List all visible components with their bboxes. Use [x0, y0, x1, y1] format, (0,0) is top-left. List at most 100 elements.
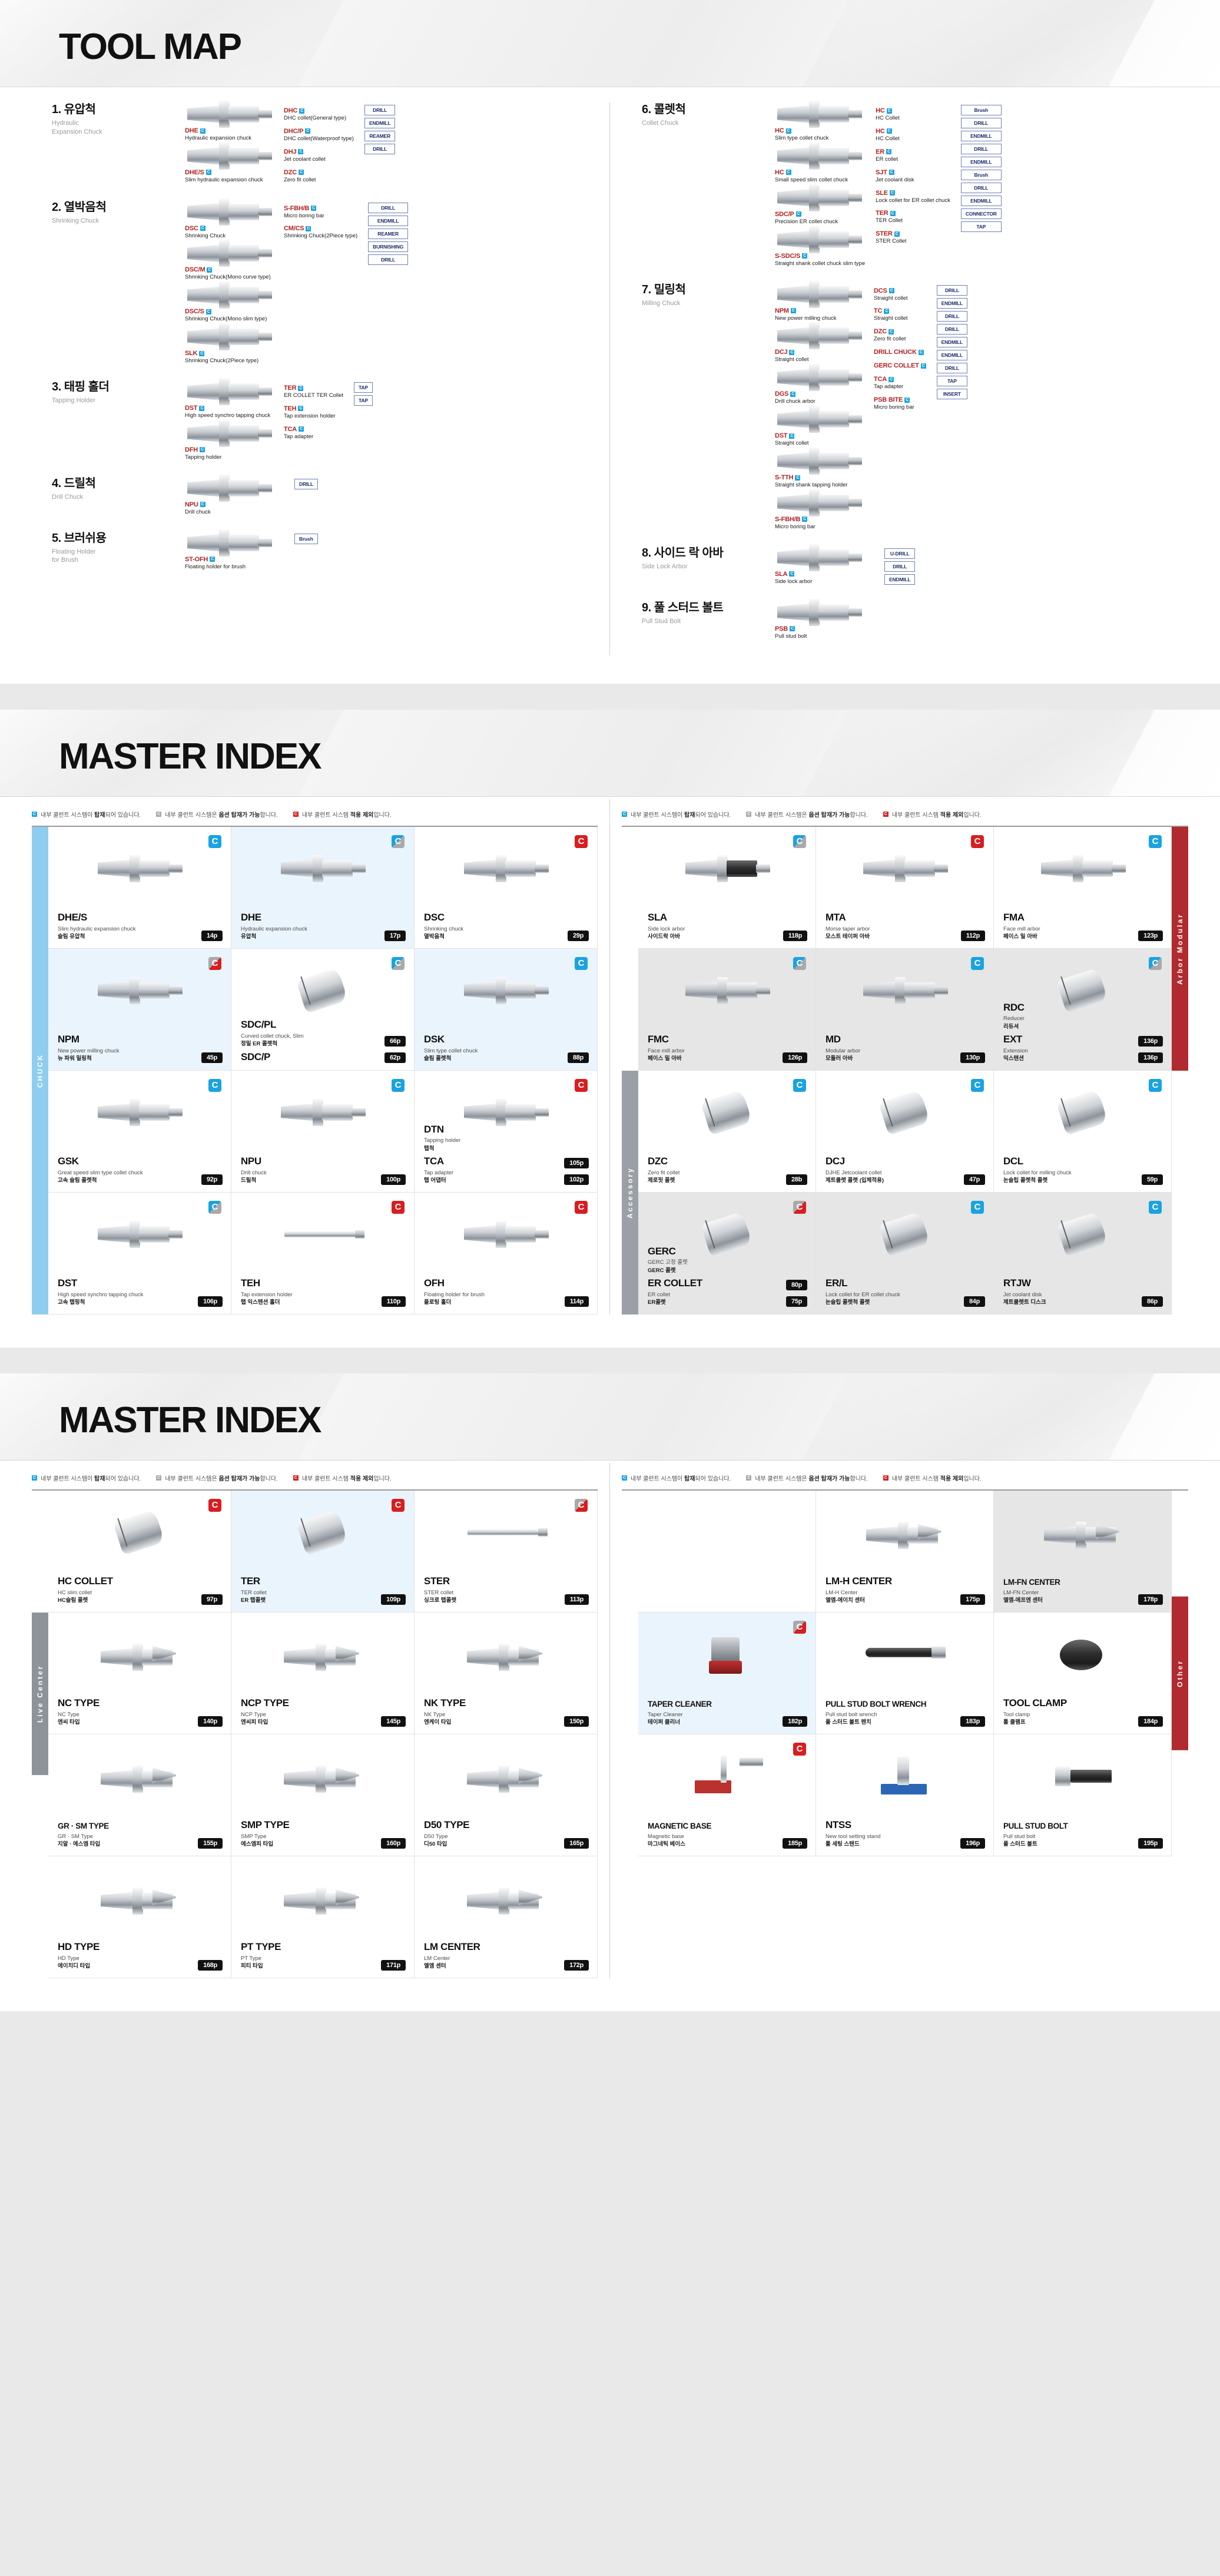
tool-mid-node[interactable]: TCA C Tap adapter [284, 425, 343, 441]
tool-mid-node[interactable]: TER C TER Collet [876, 208, 950, 224]
product-card[interactable]: C DST High speed synchro tapping chuck 고… [48, 1192, 231, 1315]
tool-output-box[interactable]: DRILL [960, 118, 1002, 128]
card-page-number[interactable]: 184p [1138, 1716, 1163, 1727]
tool-mid-node[interactable]: DZC C Zero fit collet [284, 168, 354, 184]
tool-output-box[interactable]: DRILL [936, 323, 968, 335]
product-card[interactable]: PULL STUD BOLT Pull stud bolt 풀 스터드 볼트 1… [994, 1734, 1172, 1856]
card-page-number[interactable]: 185p [783, 1837, 807, 1849]
card-page-number[interactable]: 140p [198, 1716, 223, 1727]
product-card[interactable]: NK TYPE NK Type 엔케이 타입 150p [415, 1612, 598, 1734]
product-card[interactable]: C TER TER collet ER 탭콜렛 109p [231, 1490, 415, 1613]
card-page-number[interactable]: 92p [201, 1174, 223, 1185]
tool-mid-node[interactable]: DRILL CHUCK C [874, 347, 926, 356]
product-card[interactable]: NC TYPE NC Type 엔씨 타입 140p [48, 1612, 231, 1734]
card-page-secondary[interactable]: 80p [785, 1279, 807, 1290]
card-page-secondary[interactable]: 66p [384, 1035, 406, 1047]
tool-node[interactable]: DSC/S C Shrinking Chuck(Mono slim type) [185, 282, 273, 323]
product-card[interactable]: C ER/L Lock collet for ER collet chuck 논… [816, 1192, 994, 1315]
tool-mid-node[interactable]: DHJ C Jet coolant collet [284, 147, 354, 163]
tool-mid-node[interactable]: ER C ER collet [876, 147, 950, 163]
tool-mid-node[interactable]: TER C ER COLLET TER Collet [284, 383, 343, 399]
tool-output-box[interactable]: INSERT [936, 388, 968, 399]
tool-node[interactable]: SLA C Side lock arbor [775, 544, 863, 585]
product-card[interactable]: LM CENTER LM Center 엘엠 센터 172p [415, 1856, 598, 1978]
tool-mid-node[interactable]: TC C Straight collet [874, 306, 926, 322]
product-card[interactable]: C OFH Floating holder for brush 플로팅 홀더 1… [415, 1192, 598, 1315]
card-page-number[interactable]: 123p [1138, 930, 1163, 941]
tool-node[interactable]: NPU C Drill chuck [185, 474, 273, 516]
card-page-number[interactable]: 14p [201, 930, 223, 941]
tool-output-box[interactable]: ENDMILL [884, 574, 916, 585]
card-page-number[interactable]: 102p [564, 1174, 589, 1185]
tool-mid-node[interactable]: GERC COLLET C [874, 361, 926, 370]
product-card[interactable]: C FMC Face mill arbor 페이스 밀 아바 126p [638, 948, 816, 1071]
tool-output-box[interactable]: DRILL [364, 105, 396, 115]
tool-output-box[interactable]: TAP [960, 221, 1002, 232]
product-card[interactable]: LM-H CENTER LM-H Center 엘엠-에이치 센터 175p [816, 1490, 994, 1613]
card-page-number[interactable]: 17p [384, 930, 406, 941]
tool-mid-node[interactable]: DHC/P C DHC collet(Waterproof type) [284, 127, 354, 143]
card-page-number[interactable]: 145p [381, 1716, 406, 1727]
product-card[interactable]: C STER STER collet 싱크로 탭콜렛 113p [415, 1490, 598, 1613]
product-card[interactable]: C DCL Lock collet for milling chuck 논슬립 … [994, 1070, 1172, 1193]
tool-output-box[interactable]: DRILL [364, 144, 396, 154]
product-card[interactable]: C NPM New power milling chuck 뉴 파워 밀링척 4… [48, 948, 231, 1071]
product-card[interactable]: C RDC Reducer 리듀셔 EXT Extension 익스텐션 136… [994, 948, 1172, 1071]
card-page-number[interactable]: 126p [783, 1052, 807, 1063]
product-card[interactable]: HD TYPE HD Type 에이치디 타입 168p [48, 1856, 231, 1978]
card-page-number[interactable]: 97p [201, 1594, 223, 1605]
product-card[interactable]: D50 TYPE D50 Type 디50 타입 165p [415, 1734, 598, 1856]
card-page-number[interactable]: 109p [381, 1594, 406, 1605]
tool-node[interactable]: S-SDC/S C Straight shank collet chuck sl… [775, 226, 865, 267]
card-page-number[interactable]: 175p [960, 1594, 985, 1605]
card-page-number[interactable]: 182p [783, 1716, 807, 1727]
product-card[interactable]: C GSK Great speed slim type collet chuck… [48, 1070, 231, 1193]
card-page-number[interactable]: 88p [567, 1052, 589, 1063]
tool-node[interactable]: DCJ C Straight collet [775, 322, 863, 363]
tool-output-box[interactable]: ENDMILL [364, 118, 396, 128]
tool-output-box[interactable]: ENDMILL [936, 336, 968, 347]
tool-node[interactable]: DFH C Tapping holder [185, 419, 273, 461]
tool-output-box[interactable]: ENDMILL [936, 349, 968, 360]
product-card[interactable]: C FMA Face mill arbor 페이스 밀 아바 123p [994, 826, 1172, 949]
tool-mid-node[interactable]: DHC C DHC collet(General type) [284, 106, 354, 122]
tool-node[interactable]: DST C Straight collet [775, 406, 863, 447]
card-page-number[interactable]: 75p [785, 1296, 807, 1307]
card-page-number[interactable]: 45p [201, 1052, 223, 1063]
card-page-number[interactable]: 150p [564, 1716, 589, 1727]
card-page-number[interactable]: 183p [960, 1716, 985, 1727]
product-card[interactable]: C DSK Slim type collet chuck 슬림 콜렛척 88p [415, 948, 598, 1071]
tool-output-box[interactable]: DRILL [884, 561, 916, 572]
card-page-number[interactable]: 47p [963, 1174, 985, 1185]
tool-output-box[interactable]: DRILL [368, 202, 408, 213]
product-card[interactable]: C DCJ DJHE Jetcoolant collet 제트쿨렛 콜렛 (입체… [816, 1070, 994, 1193]
card-page-number[interactable]: 195p [1138, 1837, 1163, 1849]
product-card[interactable]: TOOL CLAMP Tool clamp 툴 클램프 184p [994, 1612, 1172, 1734]
product-card[interactable]: SMP TYPE SMP Type 에스엠피 타입 160p [231, 1734, 415, 1856]
card-page-number[interactable]: 62p [384, 1052, 406, 1063]
tool-mid-node[interactable]: TCA C Tap adapter [874, 375, 926, 390]
tool-output-box[interactable]: DRILL [294, 478, 319, 489]
card-page-number[interactable]: 106p [198, 1296, 223, 1307]
tool-node[interactable]: SLK C Shrinking Chuck(2Piece type) [185, 323, 273, 365]
product-card[interactable]: C DSC Shrinking chuck 열박음척 29p [415, 826, 598, 949]
product-card[interactable]: PULL STUD BOLT WRENCH Pull stud bolt wre… [816, 1612, 994, 1734]
product-card[interactable]: C NPU Drill chuck 드릴척 100p [231, 1070, 415, 1193]
tool-output-box[interactable]: REAMER [368, 228, 408, 239]
product-card[interactable]: C MAGNETIC BASE Magnetic base 마그네틱 베이스 1… [638, 1734, 816, 1856]
tool-output-box[interactable]: TAP [354, 382, 373, 393]
tool-mid-node[interactable]: CM/CS C Shrinking Chuck(2Piece type) [284, 224, 357, 240]
card-page-number[interactable]: 136p [1138, 1052, 1163, 1063]
tool-output-box[interactable]: CONNECTOR [960, 208, 1002, 219]
tool-output-box[interactable]: TAP [936, 375, 968, 386]
tool-mid-node[interactable]: HC C HC Collet [876, 106, 950, 122]
tool-output-box[interactable]: ENDMILL [936, 297, 968, 309]
tool-node[interactable]: NPM C New power milling chuck [775, 280, 863, 322]
tool-output-box[interactable]: DRILL [936, 284, 968, 296]
card-page-secondary[interactable]: 136p [1138, 1035, 1163, 1047]
tool-output-box[interactable]: ENDMILL [368, 215, 408, 226]
product-card[interactable]: C HC COLLET HC slim collet HC슬림 콜렛 97p [48, 1490, 231, 1613]
product-card[interactable]: LM-FN CENTER LM-FN Center 엘엠-에프엔 센터 178p [994, 1490, 1172, 1613]
product-card[interactable]: C TAPER CLEANER Taper Cleaner 테이퍼 클리너 18… [638, 1612, 816, 1734]
card-page-number[interactable]: 155p [198, 1837, 223, 1849]
